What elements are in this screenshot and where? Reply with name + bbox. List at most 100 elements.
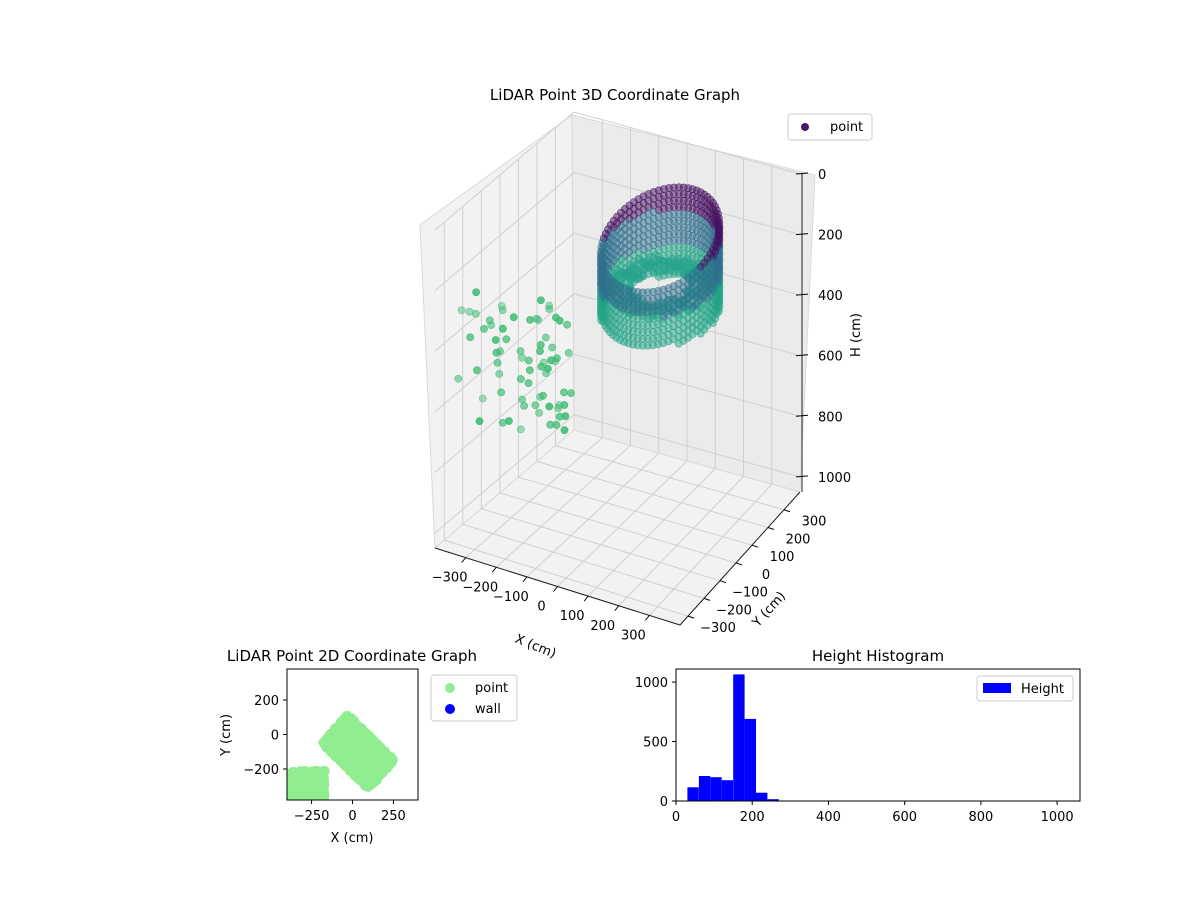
lidar-point-3d xyxy=(516,425,525,434)
lidar-point-3d xyxy=(472,288,480,297)
lidar-point-3d xyxy=(624,332,633,341)
y-tick-label-histogram: 0 xyxy=(660,795,668,810)
grid-z xyxy=(434,172,801,291)
y-tick-label-2d: 200 xyxy=(254,694,279,709)
lidar-point-3d xyxy=(624,306,633,314)
lidar-point-3d xyxy=(656,261,664,269)
lidar-point-3d xyxy=(471,309,480,318)
histogram-bars xyxy=(687,674,779,801)
legend-histogram-label: Height xyxy=(1021,682,1064,697)
x-axis-label-2d: X (cm) xyxy=(331,831,374,846)
lidar-point-2d xyxy=(291,792,302,800)
lidar-point-3d xyxy=(560,388,568,397)
histogram-bar xyxy=(687,787,699,801)
x-tick-label-3d: −200 xyxy=(462,580,498,595)
grid-floor-x xyxy=(526,452,660,578)
chart-title-histogram: Height Histogram xyxy=(812,647,944,665)
lidar-point-3d xyxy=(502,335,511,344)
lidar-point-2d xyxy=(294,784,305,794)
x-tick-3d xyxy=(553,586,558,592)
legend-2d-label-wall: wall xyxy=(475,702,501,717)
z-tick-3d xyxy=(795,475,809,478)
lidar-point-3d xyxy=(536,340,545,349)
x-tick-3d xyxy=(491,566,497,573)
legend-3d-box xyxy=(787,113,873,141)
x-tick-label-3d: −300 xyxy=(432,571,468,586)
grid-floor-y xyxy=(481,508,721,582)
y-tick-label-3d: −300 xyxy=(700,621,736,636)
histogram-bar xyxy=(698,776,711,801)
lidar-point-2d xyxy=(345,766,356,776)
legend-3d-marker-point xyxy=(801,123,809,131)
lidar-point-2d xyxy=(295,766,306,777)
grid-floor-y xyxy=(462,523,705,599)
grid-floor-y xyxy=(444,539,689,617)
lidar-point-3d xyxy=(546,420,555,429)
lidar-point-3d xyxy=(664,260,673,269)
lidar-point-3d xyxy=(537,362,546,371)
lidar-point-2d xyxy=(343,750,354,761)
lidar-point-2d xyxy=(287,772,298,783)
y-tick-label-2d: 0 xyxy=(271,729,279,744)
x-tick-label-histogram: 1000 xyxy=(1041,810,1074,825)
x-tick-label-3d: 300 xyxy=(621,628,646,643)
floor-axes xyxy=(434,491,801,626)
lidar-point-3d xyxy=(624,326,633,334)
x-tick-label-3d: −100 xyxy=(493,590,529,605)
lidar-point-3d xyxy=(624,292,633,301)
x-tick-label-histogram: 600 xyxy=(892,810,917,825)
lidar-point-2d xyxy=(333,747,344,757)
lidar-point-2d xyxy=(315,794,326,800)
scatter-2d-chart: LiDAR Point 2D Coordinate Graph −250 0 250… xyxy=(219,647,518,846)
z-tick-label-3d: 0 xyxy=(818,168,826,183)
z-tick-label-3d: 600 xyxy=(818,350,843,365)
legend-histogram-box xyxy=(976,675,1074,702)
y-tick-3d xyxy=(751,544,759,548)
lidar-point-3d xyxy=(545,402,554,411)
lidar-point-3d xyxy=(524,379,533,387)
grid-z xyxy=(434,232,801,352)
lidar-point-3d xyxy=(454,374,463,383)
lidar-point-3d xyxy=(567,389,575,397)
grid-floor-y xyxy=(555,445,785,511)
lidar-point-3d xyxy=(516,347,525,356)
lidar-point-2d xyxy=(304,774,315,785)
z-tick-label-3d: 400 xyxy=(818,289,843,304)
y-tick-3d xyxy=(703,597,711,601)
lidar-point-3d xyxy=(624,339,633,348)
lidar-point-3d xyxy=(662,266,671,275)
grid-floor-x xyxy=(465,437,603,559)
lidar-point-3d xyxy=(531,401,540,410)
lidar-point-2d xyxy=(351,746,362,757)
grid-z xyxy=(434,111,801,231)
histogram-bar xyxy=(721,780,734,801)
z-tick-3d xyxy=(795,354,809,357)
lidar-point-3d xyxy=(541,333,550,342)
legend-2d: point wall xyxy=(430,674,518,722)
y-tick-3d xyxy=(719,580,727,584)
lidar-point-3d xyxy=(553,354,561,363)
lidar-point-3d xyxy=(496,347,504,356)
grid-floor-x xyxy=(649,483,773,616)
lidar-point-3d xyxy=(524,356,533,365)
lidar-point-3d xyxy=(624,299,633,308)
x-tick-3d xyxy=(644,615,650,621)
legend-2d-marker-point xyxy=(445,683,455,693)
lidar-point-2d xyxy=(355,765,366,776)
height-histogram-chart: Height Histogram 0 200 400 600 800 1000 0 500 10… xyxy=(635,647,1081,825)
lidar-point-3d xyxy=(493,358,502,367)
y-tick-3d xyxy=(735,562,743,566)
lidar-point-3d xyxy=(624,319,633,328)
lidar-point-3d xyxy=(552,313,560,322)
y-tick-3d xyxy=(687,615,695,619)
lidar-point-2d xyxy=(358,740,369,751)
z-tick-label-3d: 800 xyxy=(818,410,843,425)
x-tick-3d xyxy=(614,605,620,612)
lidar-point-3d xyxy=(516,375,525,383)
histogram-bar xyxy=(710,777,722,801)
lidar-point-2d xyxy=(329,728,340,738)
lidar-point-3d xyxy=(548,343,557,352)
lidar-point-3d xyxy=(466,333,475,342)
z-tick-3d xyxy=(795,293,809,296)
legend-3d: point xyxy=(787,113,873,141)
